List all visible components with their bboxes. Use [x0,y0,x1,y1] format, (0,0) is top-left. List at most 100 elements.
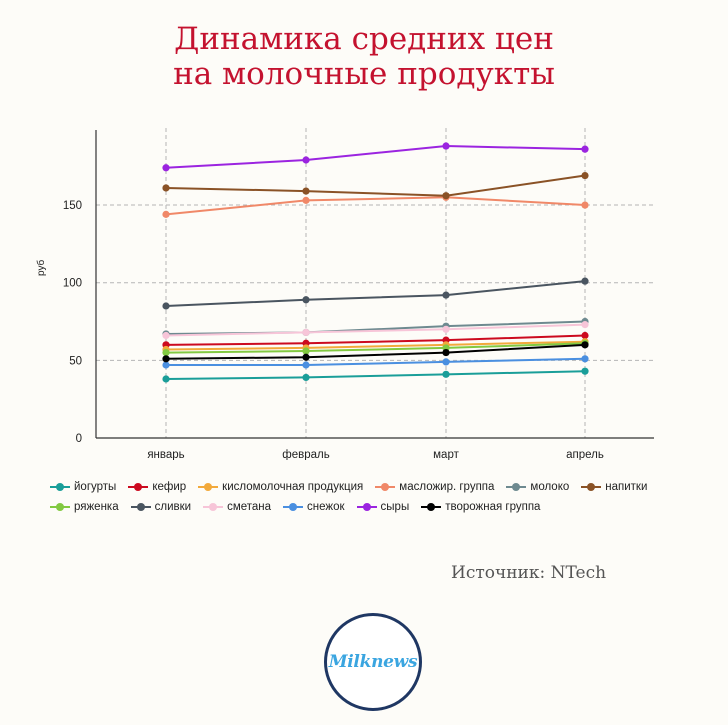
series-сливки [162,277,589,310]
series-line [165,323,586,337]
legend-item[interactable]: йогурты [50,481,116,493]
y-tick-label: 150 [63,200,82,212]
logo-text: Milknews [328,652,418,672]
legend-label: молоко [530,481,570,493]
data-point [581,331,589,340]
legend-label: творожная группа [445,501,541,513]
y-tick-label: 100 [63,278,82,290]
legend-label: кефир [152,481,187,493]
data-point [581,341,589,349]
data-point [442,192,450,200]
chart-title-line-1: Динамика средних цен [174,21,554,57]
data-point [302,373,310,382]
data-point [302,196,310,204]
legend-label: сметана [227,501,272,513]
x-tick-label: апрель [566,449,604,460]
legend-item[interactable]: кефир [128,481,186,493]
data-point [302,296,310,304]
legend-item[interactable]: молоко [506,481,569,493]
series-напитки [162,171,589,200]
legend-swatch [203,502,224,512]
legend-swatch [130,502,151,512]
legend-swatch [421,502,442,512]
data-point [442,291,450,299]
data-point [302,353,310,361]
legend-row: йогурты кефир кисломолочная продукция масло… [50,477,690,497]
data-point [162,184,170,192]
data-point [442,370,450,378]
chart-axes: 0 50 100 150 январь февраль март апрель [63,130,654,460]
data-point [162,375,170,383]
legend-swatch [198,482,219,492]
legend-item[interactable]: ряженка [50,501,119,513]
legend-item[interactable]: масложир. группа [375,481,494,493]
legend-item[interactable]: творожная группа [421,501,540,513]
legend-label: снежок [307,501,345,513]
series-line [165,174,586,197]
data-point [162,361,170,369]
legend-swatch [128,482,149,492]
legend-swatch [283,502,304,512]
legend-label: ряженка [74,501,119,513]
legend-item[interactable]: сметана [203,501,271,513]
data-point [162,302,170,310]
data-point [442,348,450,357]
series-line [166,357,586,367]
series-йогурты [162,367,589,383]
data-point [302,347,310,355]
x-tick-label: март [433,449,459,460]
data-point [442,325,450,333]
source-note: Источник: NTech [451,563,607,583]
series-масложир. группа [162,193,589,218]
data-point [162,348,170,357]
data-point [302,328,310,336]
legend-item[interactable]: сливки [130,501,192,513]
chart-title: Динамика средних цен на молочные продукт… [0,22,728,92]
series-line [165,370,586,380]
series-line [165,334,586,346]
legend-item[interactable]: сыры [356,501,409,513]
chart-title-line-2: на молочные продукты [173,56,555,92]
series-line [165,343,586,360]
milknews-logo: Milknews [324,613,422,711]
data-point [162,331,170,340]
x-tick-label: февраль [282,449,329,460]
data-point [302,187,310,195]
data-point [442,142,450,150]
line-chart: 0 50 100 150 январь февраль март апрель [63,128,654,460]
data-point [581,367,589,375]
data-point [302,361,310,369]
chart-legend: йогурты кефир кисломолочная продукция масло… [50,477,690,517]
series-line [165,145,586,169]
data-point [581,201,589,209]
legend-item[interactable]: снежок [283,501,345,513]
data-point [302,156,310,164]
data-point [442,358,450,366]
legend-swatch [581,482,602,492]
series-line [165,196,586,216]
legend-label: масложир. группа [399,481,495,493]
data-point [162,355,170,363]
chart-series [162,142,589,383]
legend-item[interactable]: напитки [581,481,647,493]
legend-swatch [506,482,527,492]
data-point [162,210,170,218]
legend-item[interactable]: кисломолочная продукция [198,481,363,493]
y-axis-title: руб [36,259,47,276]
y-tick-label: 0 [76,433,82,445]
legend-swatch [356,502,377,512]
legend-swatch [50,502,70,512]
data-point [581,171,589,180]
legend-label: кисломолочная продукция [222,481,364,493]
series-сыры [162,142,589,172]
legend-row: ряженка сливки сметана снежок сыры творожная … [50,497,690,517]
legend-swatch [375,482,396,492]
legend-label: йогурты [74,481,117,493]
x-tick-label: январь [147,449,184,460]
data-point [581,145,589,153]
data-point [581,321,589,329]
series-line [165,342,586,354]
series-снежок [162,355,589,369]
data-point [581,355,589,363]
legend-label: сливки [154,501,192,513]
